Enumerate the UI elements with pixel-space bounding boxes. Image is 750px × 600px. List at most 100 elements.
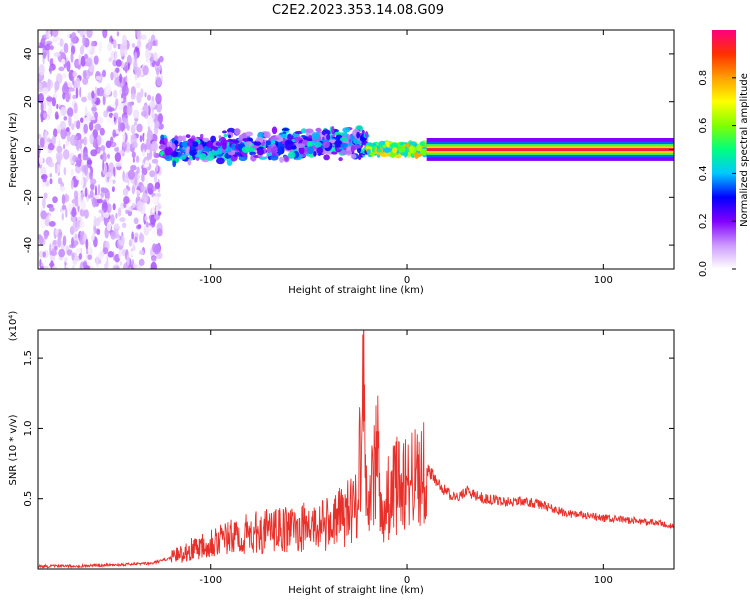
heatmap-blob <box>113 166 116 177</box>
heatmap-blob <box>130 93 136 100</box>
heatmap-blob <box>39 218 46 229</box>
y-tick-label: 1.5 <box>23 350 34 366</box>
heatmap-blob <box>187 158 192 166</box>
heatmap-blob <box>98 87 104 97</box>
heatmap-blob <box>77 196 82 207</box>
y-tick-label: -20 <box>23 189 34 205</box>
heatmap-blob <box>111 30 116 40</box>
heatmap-blob <box>383 147 391 154</box>
x-tick-label: 0 <box>404 575 410 586</box>
heatmap-blob <box>296 143 305 149</box>
heatmap-blob <box>110 136 114 144</box>
heatmap-blob <box>47 78 51 89</box>
heatmap-blob <box>141 167 148 176</box>
y-tick-label: 0.5 <box>23 491 34 507</box>
snr-x-ticks: -100 0 100 <box>199 330 613 586</box>
colorbar-gradient <box>712 30 736 269</box>
colorbar-tick-label: 0.4 <box>698 165 709 181</box>
heatmap-blob <box>334 139 342 148</box>
heatmap-blob <box>91 90 95 99</box>
heatmap-blob <box>227 151 236 156</box>
heatmap-blob <box>63 42 69 54</box>
heatmap-blob <box>65 263 72 269</box>
heatmap-blob <box>414 153 423 157</box>
heatmap-blob <box>121 249 124 256</box>
heatmap-blob <box>151 207 155 214</box>
heatmap-blob <box>115 162 122 167</box>
heatmap-blob <box>137 30 142 42</box>
heatmap-blob <box>313 151 317 157</box>
heatmap-blob <box>153 243 161 255</box>
colorbar-ticks: 0.0 0.2 0.4 0.6 0.8 <box>698 70 736 277</box>
heatmap-blob <box>128 239 132 247</box>
heatmap-blob <box>65 92 70 103</box>
heatmap-blob <box>48 221 56 227</box>
heatmap-blob <box>76 160 82 168</box>
heatmap-blob <box>96 228 101 235</box>
heatmap-blob <box>138 233 145 243</box>
heatmap-blob <box>154 56 159 62</box>
heatmap-blob <box>80 55 86 67</box>
heatmap-blob <box>87 246 93 255</box>
heatmap-blob <box>110 231 117 240</box>
heatmap-blob <box>71 208 77 218</box>
heatmap-blob <box>94 123 102 131</box>
heatmap-blob <box>136 189 139 199</box>
heatmap-blob <box>38 235 44 245</box>
heatmap-blob <box>134 121 137 126</box>
heatmap-blob <box>122 262 129 269</box>
heatmap-blob <box>313 141 322 148</box>
heatmap-blob <box>226 158 233 166</box>
heatmap-blob <box>132 263 137 269</box>
heatmap-blob <box>111 186 115 193</box>
heatmap-blob <box>112 59 118 67</box>
heatmap-blob <box>68 115 72 127</box>
heatmap-blob <box>144 92 147 98</box>
heatmap-blob <box>126 254 130 266</box>
heatmap-blob <box>55 151 63 162</box>
heatmap-blob <box>122 187 129 197</box>
heatmap-blob <box>95 185 97 197</box>
heatmap-blob <box>259 156 267 160</box>
heatmap-blob <box>94 217 101 227</box>
heatmap-blob <box>133 109 140 119</box>
heatmap-blob <box>202 137 210 142</box>
heatmap-blob <box>122 140 126 148</box>
heatmap-blob <box>54 163 58 174</box>
heatmap-blob <box>52 239 57 246</box>
heatmap-blob <box>97 183 101 196</box>
heatmap-blob <box>72 94 77 100</box>
colorbar-tick-label: 0.2 <box>698 213 709 229</box>
heatmap-blob <box>70 179 74 190</box>
heatmap-blob <box>123 196 130 205</box>
heatmap-blob <box>62 83 69 95</box>
heatmap-blob <box>130 124 136 135</box>
heatmap-blob <box>148 52 152 57</box>
heatmap-blob <box>222 130 227 134</box>
heatmap-blob <box>174 135 179 140</box>
heatmap-blob <box>73 102 78 115</box>
heatmap-blob <box>124 46 128 56</box>
heatmap-blob <box>89 133 94 145</box>
heatmap-blob <box>116 31 120 37</box>
heatmap-blob <box>40 101 44 113</box>
heatmap-blob <box>280 133 290 139</box>
heatmap-blob <box>61 73 67 79</box>
heatmap-x-ticks: -100 0 100 <box>199 30 613 286</box>
heatmap-blob <box>126 105 132 116</box>
heatmap-blob <box>137 224 142 229</box>
heatmap-blob <box>73 190 79 200</box>
heatmap-blob <box>368 142 373 147</box>
heatmap-blob <box>338 157 343 162</box>
heatmap-blob <box>156 228 163 237</box>
heatmap-blob <box>99 127 105 136</box>
heatmap-blob <box>141 173 145 182</box>
heatmap-blob <box>96 255 99 268</box>
heatmap-blob <box>61 212 64 221</box>
heatmap-blob <box>102 30 108 39</box>
heatmap-blob <box>367 147 371 155</box>
heatmap-blob <box>45 31 49 39</box>
heatmap-blob <box>92 229 95 241</box>
heatmap-blob <box>155 205 159 216</box>
heatmap-blob <box>166 141 171 147</box>
